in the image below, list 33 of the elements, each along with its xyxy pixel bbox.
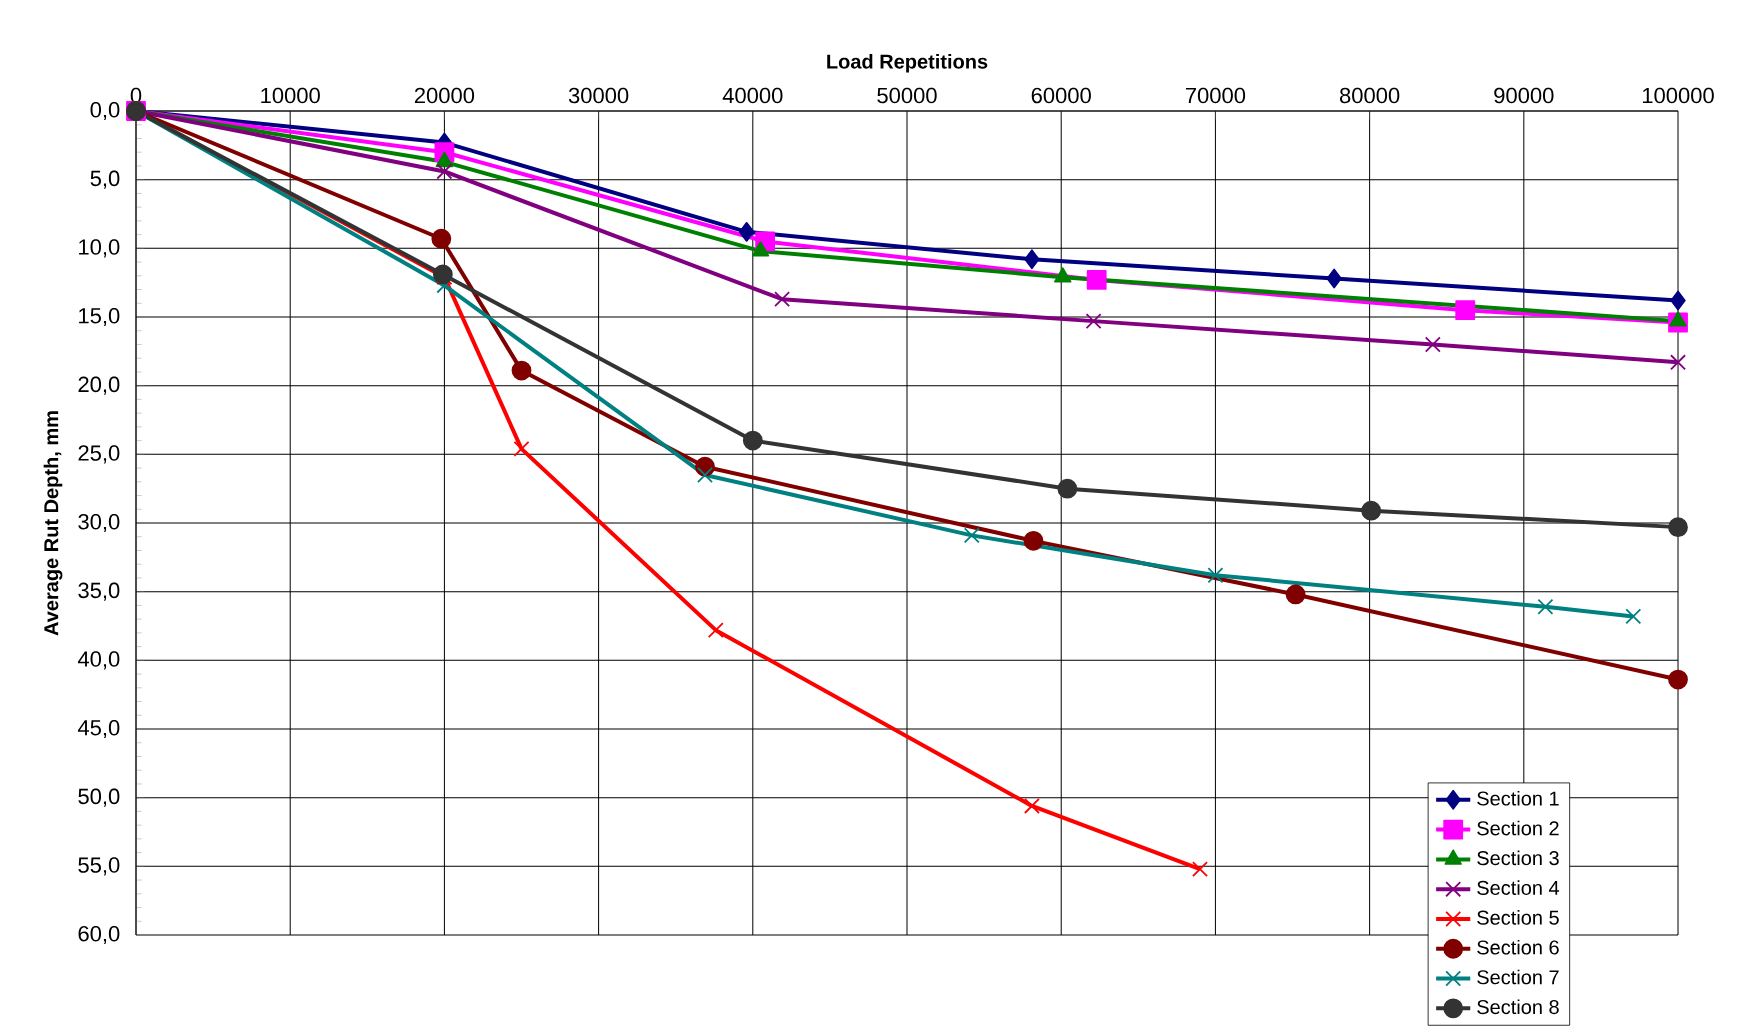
- y-tick-label: 55,0: [78, 857, 120, 876]
- y-tick-label: 60,0: [78, 925, 120, 945]
- legend-label: Section 7: [1477, 969, 1559, 985]
- x-tick-label: 90000: [1494, 87, 1554, 104]
- x-tick-label: 10000: [261, 87, 320, 104]
- legend-label: Section 8: [1477, 999, 1559, 1015]
- x-tick-label: 20000: [414, 87, 475, 104]
- y-tick-label: 40,0: [77, 651, 120, 670]
- y-tick-label: 15,0: [79, 307, 120, 327]
- y-tick-label: 30,0: [78, 513, 120, 533]
- x-tick-label: 80000: [1339, 87, 1400, 104]
- y-tick-label: 35,0: [78, 582, 120, 601]
- y-tick-label: 45,0: [77, 719, 120, 739]
- y-tick-label: 20,0: [78, 376, 120, 395]
- x-axis-title: Load Repetitions: [827, 53, 988, 73]
- x-tick-label: 60000: [1031, 87, 1091, 104]
- legend-label: Section 2: [1477, 820, 1559, 836]
- y-axis-title: Average Rut Depth, mm: [43, 411, 63, 636]
- y-tick-label: 5,0: [90, 170, 120, 189]
- legend-label: Section 6: [1477, 939, 1559, 955]
- x-tick-label: 70000: [1185, 87, 1246, 104]
- y-tick-label: 50,0: [78, 788, 120, 807]
- x-tick-label: 50000: [877, 87, 937, 104]
- legend-label: Section 5: [1477, 910, 1559, 925]
- x-tick-label: 30000: [568, 87, 629, 104]
- x-tick-label: 100000: [1642, 87, 1714, 104]
- legend-label: Section 4: [1477, 880, 1560, 895]
- legend-label: Section 3: [1477, 850, 1559, 866]
- legend-label: Section 1: [1477, 790, 1559, 806]
- x-tick-label: 40000: [722, 87, 783, 104]
- y-tick-label: 25,0: [78, 445, 120, 464]
- y-tick-label: 10,0: [79, 239, 120, 258]
- y-tick-label: 0,0: [90, 101, 120, 121]
